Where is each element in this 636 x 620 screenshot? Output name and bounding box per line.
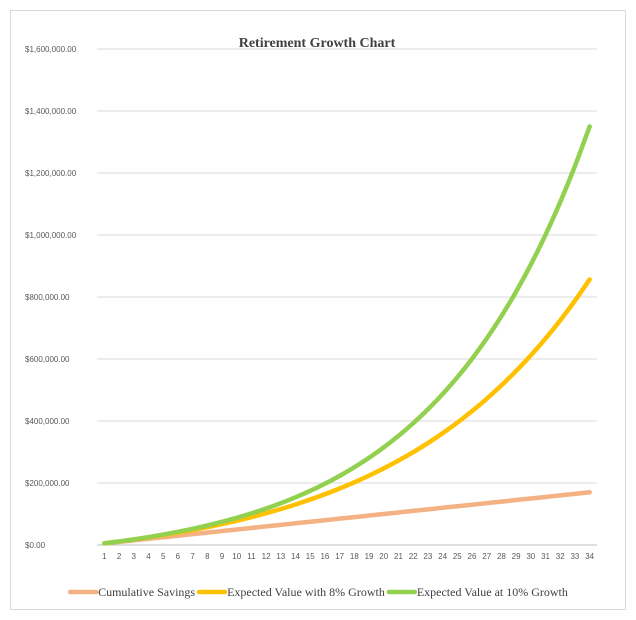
x-tick-label: 29 xyxy=(512,552,521,561)
x-tick-label: 26 xyxy=(468,552,477,561)
x-tick-label: 12 xyxy=(262,552,271,561)
x-tick-label: 17 xyxy=(335,552,344,561)
x-tick-label: 21 xyxy=(394,552,403,561)
gridlines xyxy=(97,48,597,546)
x-tick-label: 24 xyxy=(438,552,447,561)
y-tick-label: $1,600,000.00 xyxy=(25,45,77,54)
x-tick-label: 23 xyxy=(423,552,432,561)
x-tick-label: 14 xyxy=(291,552,300,561)
x-tick-label: 16 xyxy=(320,552,329,561)
x-tick-label: 20 xyxy=(379,552,388,561)
y-tick-label: $600,000.00 xyxy=(25,355,70,364)
x-tick-label: 27 xyxy=(482,552,491,561)
x-axis-tick-labels: 1 2 3 4 5 6 7 8 9 10 11 12 13 14 15 16 17 18 19 20 21 22 23 24 2… xyxy=(102,552,595,561)
x-tick-label: 28 xyxy=(497,552,506,561)
y-tick-label: $200,000.00 xyxy=(25,479,70,488)
x-tick-label: 7 xyxy=(190,552,195,561)
series-line-1 xyxy=(102,490,592,546)
chart-title: Retirement Growth Chart xyxy=(239,36,396,51)
x-tick-label: 22 xyxy=(409,552,418,561)
legend-label: Expected Value at 10% Growth xyxy=(417,585,568,599)
series-line-3 xyxy=(102,124,592,546)
series-line-2 xyxy=(102,277,592,546)
chart: Retirement Growth Chart $0.00 $200,000.00… xyxy=(25,36,597,599)
x-tick-label: 10 xyxy=(232,552,241,561)
x-tick-label: 13 xyxy=(276,552,285,561)
legend-label: Expected Value with 8% Growth xyxy=(227,585,385,599)
legend: Cumulative Savings Expected Value with 8%… xyxy=(67,585,568,599)
x-tick-label: 8 xyxy=(205,552,210,561)
x-tick-label: 25 xyxy=(453,552,462,561)
x-tick-label: 15 xyxy=(306,552,315,561)
x-tick-label: 19 xyxy=(365,552,374,561)
x-tick-label: 30 xyxy=(526,552,535,561)
y-axis-tick-labels: $0.00 $200,000.00 $400,000.00 $600,000.00 $8… xyxy=(25,45,77,550)
x-tick-label: 6 xyxy=(176,552,181,561)
x-tick-label: 4 xyxy=(146,552,151,561)
legend-label: Cumulative Savings xyxy=(98,585,195,599)
x-tick-label: 5 xyxy=(161,552,166,561)
x-tick-label: 1 xyxy=(102,552,107,561)
series-lines xyxy=(102,124,592,546)
y-tick-label: $0.00 xyxy=(25,541,46,550)
y-tick-label: $1,000,000.00 xyxy=(25,231,77,240)
y-tick-label: $1,400,000.00 xyxy=(25,107,77,116)
y-tick-label: $400,000.00 xyxy=(25,417,70,426)
y-tick-label: $800,000.00 xyxy=(25,293,70,302)
x-tick-label: 31 xyxy=(541,552,550,561)
chart-frame: Retirement Growth Chart $0.00 $200,000.00… xyxy=(10,10,626,610)
x-tick-label: 18 xyxy=(350,552,359,561)
x-tick-label: 11 xyxy=(247,552,256,561)
x-tick-label: 32 xyxy=(556,552,565,561)
x-tick-label: 34 xyxy=(585,552,594,561)
y-tick-label: $1,200,000.00 xyxy=(25,169,77,178)
x-tick-label: 33 xyxy=(570,552,579,561)
x-tick-label: 3 xyxy=(132,552,137,561)
x-tick-label: 9 xyxy=(220,552,225,561)
x-tick-label: 2 xyxy=(117,552,122,561)
